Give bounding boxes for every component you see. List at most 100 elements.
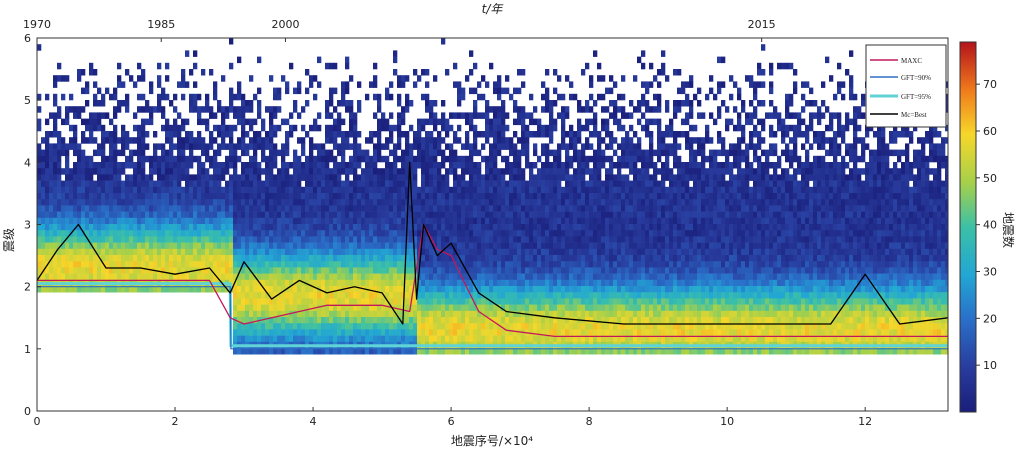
heat-cell: [297, 230, 302, 237]
heat-cell: [425, 211, 430, 219]
heat-cell: [461, 255, 466, 262]
heat-cell: [237, 248, 242, 256]
heat-cell: [565, 199, 570, 206]
heat-cell: [613, 248, 618, 256]
heat-cell: [329, 348, 334, 355]
heat-cell: [609, 310, 614, 318]
heat-cell: [537, 261, 542, 268]
heat-cell: [373, 304, 378, 312]
heat-cell: [133, 168, 138, 175]
heat-cell: [505, 124, 510, 132]
heat-cell: [357, 100, 362, 107]
heat-cell: [457, 261, 462, 268]
heat-cell: [605, 323, 610, 330]
heat-cell: [245, 329, 250, 336]
heat-cell: [145, 286, 150, 293]
heat-cell: [565, 348, 570, 355]
heat-cell: [297, 236, 302, 243]
heat-cell: [417, 304, 422, 312]
heat-cell: [341, 205, 346, 212]
heat-cell: [585, 62, 590, 70]
heat-cell: [137, 286, 142, 293]
heat-cell: [393, 186, 398, 194]
heat-cell: [81, 236, 86, 243]
heat-cell: [253, 317, 258, 324]
heat-cell: [89, 174, 94, 181]
heat-cell: [281, 168, 286, 175]
heat-cell: [373, 81, 378, 88]
heat-cell: [73, 242, 78, 250]
heat-cell: [73, 162, 78, 169]
heat-cell: [361, 279, 366, 287]
heat-cell: [497, 224, 502, 231]
heat-cell: [453, 348, 458, 355]
heat-cell: [217, 180, 222, 188]
heat-cell: [125, 273, 130, 281]
heat-cell: [413, 248, 418, 256]
heat-cell: [425, 199, 430, 206]
heat-cell: [153, 199, 158, 206]
heat-cell: [157, 273, 162, 281]
heat-cell: [313, 230, 318, 237]
heat-cell: [133, 248, 138, 256]
heat-cell: [517, 224, 522, 231]
heat-cell: [61, 273, 66, 281]
heat-cell: [273, 310, 278, 318]
heat-cell: [329, 211, 334, 219]
heat-cell: [309, 304, 314, 312]
heat-cell: [333, 62, 338, 70]
heat-cell: [289, 242, 294, 250]
heat-cell: [417, 261, 422, 268]
heat-cell: [85, 124, 90, 132]
heat-cell: [261, 261, 266, 268]
heat-cell: [57, 75, 62, 82]
heat-cell: [553, 224, 558, 231]
heat-cell: [269, 261, 274, 268]
heat-cell: [293, 329, 298, 336]
heat-cell: [345, 298, 350, 305]
heat-cell: [397, 155, 402, 163]
heat-cell: [513, 273, 518, 281]
heat-cell: [577, 211, 582, 219]
heat-cell: [417, 143, 422, 150]
heat-cell: [357, 155, 362, 163]
heat-cell: [581, 292, 586, 299]
heat-cell: [325, 100, 330, 107]
heat-cell: [193, 143, 198, 150]
heat-cell: [121, 242, 126, 250]
heat-cell: [357, 298, 362, 305]
heat-cell: [233, 224, 238, 231]
heat-cell: [585, 236, 590, 243]
heat-cell: [289, 273, 294, 281]
heat-cell: [525, 236, 530, 243]
heat-cell: [109, 168, 114, 175]
heat-cell: [417, 137, 422, 144]
heat-cell: [261, 180, 266, 188]
heat-cell: [113, 255, 118, 262]
heat-cell: [453, 292, 458, 299]
heat-cell: [477, 168, 482, 175]
heat-cell: [229, 106, 234, 113]
heat-cell: [285, 193, 290, 200]
heat-cell: [125, 248, 130, 256]
heat-cell: [89, 124, 94, 132]
heat-cell: [417, 186, 422, 194]
heat-cell: [525, 273, 530, 281]
heat-cell: [529, 279, 534, 287]
heat-cell: [349, 230, 354, 237]
heat-cell: [521, 261, 526, 268]
heat-cell: [389, 193, 394, 200]
heat-cell: [473, 292, 478, 299]
heat-cell: [113, 211, 118, 219]
heat-cell: [441, 298, 446, 305]
heat-cell: [137, 193, 142, 200]
heat-cell: [357, 193, 362, 200]
heat-cell: [261, 292, 266, 299]
heat-cell: [529, 193, 534, 200]
heat-cell: [161, 87, 166, 95]
heat-cell: [605, 248, 610, 256]
heat-cell: [121, 211, 126, 219]
heat-cell: [421, 348, 426, 355]
heat-cell: [329, 137, 334, 144]
heat-cell: [337, 286, 342, 293]
